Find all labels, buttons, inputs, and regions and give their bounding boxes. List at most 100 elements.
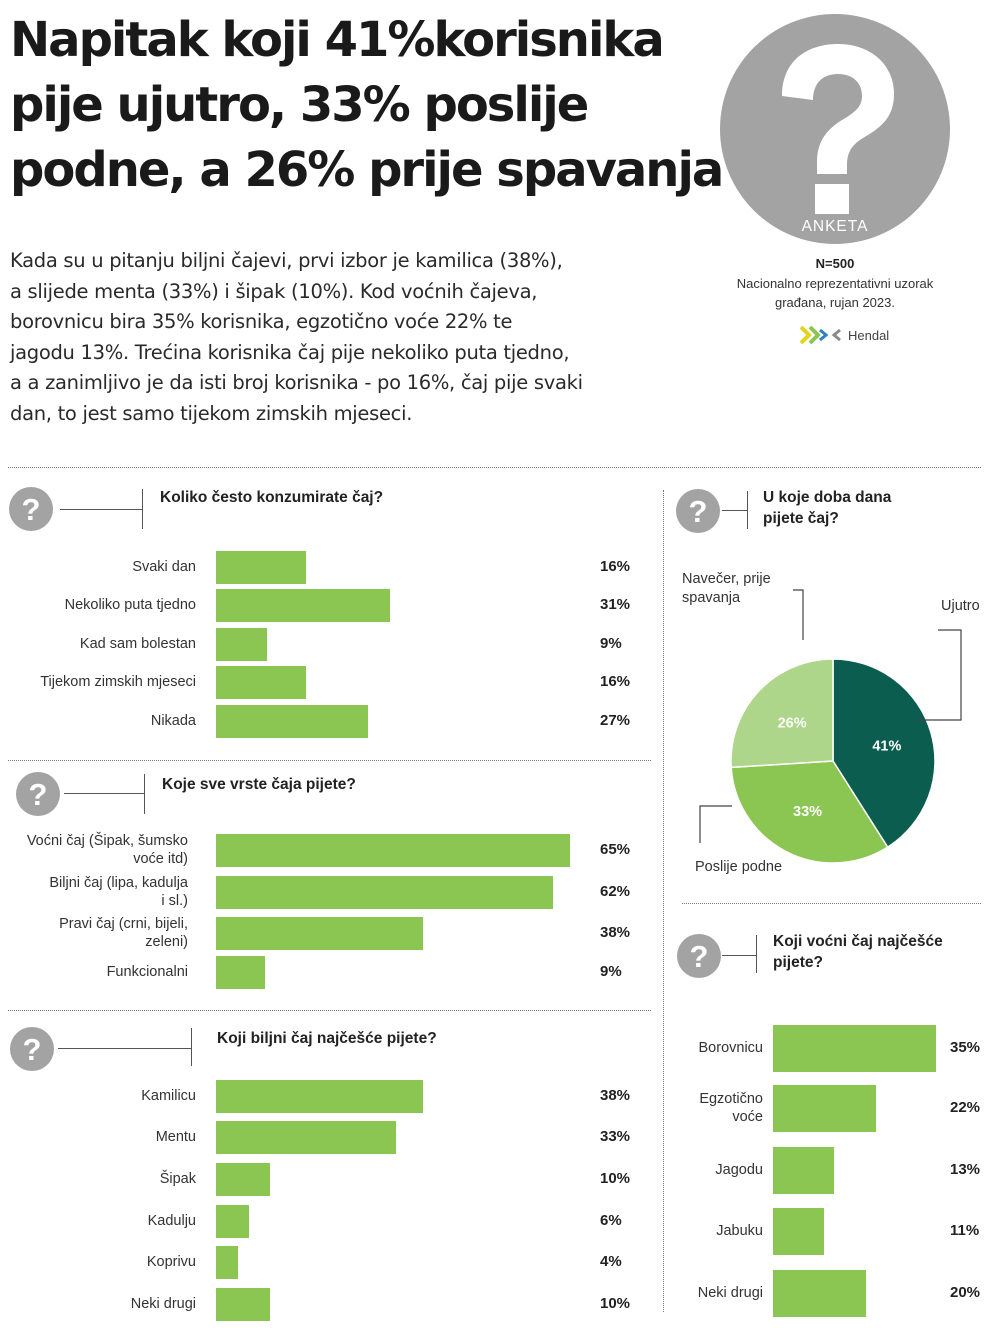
leader-line (793, 589, 804, 640)
bar (773, 1024, 937, 1072)
svg-text:?: ? (689, 494, 708, 529)
question-mark-icon (782, 44, 894, 214)
svg-text:?: ? (29, 777, 48, 812)
bar (773, 1269, 867, 1317)
bar-category-label-line: Egzotično (699, 1091, 763, 1107)
bar-category-label-line: Kamilicu (141, 1088, 196, 1104)
bar-category-label: Koprivu (147, 1253, 196, 1271)
bar-category-label-line: Neki drugi (697, 1285, 763, 1301)
bar-category-label-line: Pravi čaj (crni, bijeli, (59, 916, 188, 932)
bar (216, 1120, 396, 1154)
bar-category-label-line: voće itd) (133, 851, 188, 867)
badge-label: ANKETA (802, 218, 869, 235)
chart-title: Koji voćni čaj najčešće pijete? (773, 931, 943, 973)
bar-category-label: Nekoliko puta tjedno (65, 596, 196, 614)
bar-value-label: 65% (600, 841, 631, 858)
bar-category-label-line: Tijekom zimskih mjeseci (40, 674, 196, 690)
question-mark-icon: ? (677, 934, 721, 978)
lead-line: Kada su u pitanju biljni čajevi, prvi iz… (10, 249, 563, 272)
bar-value-label: 31% (600, 596, 631, 613)
bar-value-label: 13% (950, 1161, 981, 1178)
lead-line: jagodu 13%. Trećina korisnika čaj pije n… (10, 340, 570, 364)
bar (216, 550, 306, 584)
bar-category-label-line: Koprivu (146, 1254, 196, 1270)
bar-category-label-line: Funkcionalni (106, 964, 188, 980)
bar-category-label: Funkcionalni (107, 963, 188, 981)
headline-line: Napitak koji 41%korisnika (10, 12, 665, 68)
connector-line (722, 955, 756, 956)
bar-value-label: 10% (600, 1170, 631, 1187)
bar-category-label: Voćni čaj (Šipak, šumsko voće itd) (27, 832, 188, 868)
question-mark-icon: ? (9, 487, 53, 531)
bar (216, 875, 554, 909)
bar-category-label: Egzotično voće (699, 1090, 763, 1126)
lead-line: a a zanimljivo je da isti broj korisnika… (10, 371, 583, 394)
pie-legend-label-line: spavanja (682, 590, 741, 606)
pie-legend-label-line: Navečer, prije (682, 571, 771, 587)
connector-line (756, 935, 757, 973)
bar (216, 665, 306, 699)
pie-value-label: 26% (778, 716, 807, 732)
chart-title: U koje doba dana pijete čaj? (763, 487, 891, 529)
bar-category-label: Kad sam bolestan (80, 635, 196, 653)
connector-line (191, 1028, 192, 1066)
bar-value-label: 27% (600, 712, 631, 729)
hendal-logo-icon (799, 325, 841, 345)
bar-category-label: Neki drugi (698, 1284, 763, 1302)
bar-category-label: Neki drugi (131, 1295, 196, 1313)
lead-line: dan, to jest samo tijekom zimskih mjesec… (10, 401, 413, 425)
bar-category-label-line: Jabuku (716, 1223, 763, 1239)
bar (216, 1162, 271, 1196)
bar-category-label-line: Biljni čaj (lipa, kadulja (49, 875, 188, 891)
bar-category-label-line: Kadulju (147, 1213, 196, 1229)
question-mark-icon: ? (16, 772, 60, 816)
question-mark-icon: ? (10, 1027, 54, 1071)
pie-value-label: 41% (872, 738, 901, 754)
connector-line (142, 489, 143, 529)
bar-value-label: 33% (600, 1128, 631, 1145)
lead-line: borovnicu bira 35% korisnika, egzotično … (10, 310, 513, 333)
bar (216, 627, 267, 661)
chart-title-line: pijete? (773, 954, 823, 971)
chart-title: Koji biljni čaj najčešće pijete? (217, 1030, 437, 1047)
connector-line (747, 491, 748, 529)
bar-category-label: Šipak (160, 1170, 196, 1188)
bar (216, 1079, 423, 1113)
bar (216, 1245, 238, 1279)
connector-line (144, 774, 145, 814)
bar-category-label: Kadulju (148, 1212, 196, 1230)
sample-size: N=500 (815, 256, 855, 271)
bar-category-label-line: Mentu (155, 1129, 196, 1145)
bar-category-label: Borovnicu (699, 1039, 763, 1057)
divider (8, 1010, 651, 1011)
bar-value-label: 38% (600, 924, 631, 941)
headline-line: pije ujutro, 33% poslije (10, 77, 589, 133)
bar-category-label: Jabuku (716, 1222, 763, 1240)
bar-category-label-line: Svaki dan (132, 559, 196, 575)
bar-category-label: Jagodu (715, 1161, 763, 1179)
bar-value-label: 9% (600, 963, 622, 980)
svg-text:?: ? (690, 939, 709, 974)
bar-value-label: 9% (600, 635, 622, 652)
bar-category-label-line: Nikada (150, 713, 196, 729)
question-mark-icon: ? (676, 489, 720, 533)
bar-value-label: 38% (600, 1087, 631, 1104)
bar-category-label-line: Borovnicu (698, 1040, 763, 1056)
svg-text:?: ? (23, 1032, 42, 1067)
connector-line (58, 1048, 191, 1049)
bar-category-label-line: Voćni čaj (Šipak, šumsko (26, 833, 188, 849)
pie-legend-label: Navečer, prije spavanja (682, 570, 771, 608)
chart-title: Koliko često konzumirate čaj? (160, 489, 384, 506)
divider (8, 760, 651, 761)
pie-legend-label: Poslije podne (695, 859, 783, 875)
connector-line (60, 509, 142, 510)
bar-category-label-line: Nekoliko puta tjedno (64, 597, 196, 613)
bar-category-label: Svaki dan (132, 558, 196, 576)
headline: Napitak koji 41%korisnika pije ujutro, 3… (10, 8, 730, 203)
connector-line (722, 510, 747, 511)
pie-value-label: 33% (793, 804, 822, 820)
bar (216, 588, 391, 622)
sample-description-line: Nacionalno reprezentativni uzorak (736, 276, 934, 291)
bar-category-label-line: Kad sam bolestan (79, 636, 196, 652)
pie-chart-time-of-day: 41% 33% 26% (699, 589, 962, 864)
